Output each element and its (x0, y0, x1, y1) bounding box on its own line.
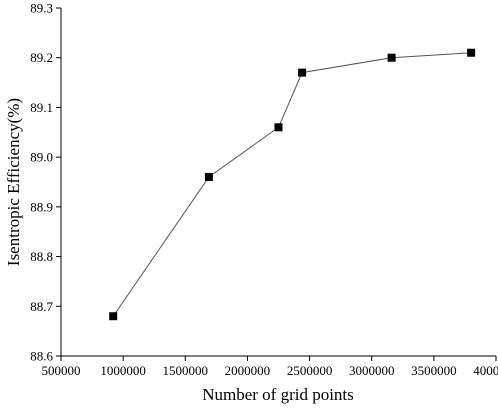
x-tick-label: 2500000 (287, 363, 333, 378)
x-tick-label: 4000000 (473, 363, 498, 378)
x-tick-label: 1500000 (163, 363, 209, 378)
y-axis-title: Isentropic Efficiency(%) (4, 98, 23, 266)
x-ticks: 500000 1000000 1500000 2000000 2500000 300000… (42, 356, 498, 378)
series-lines (112, 52, 472, 317)
x-tick-label: 1000000 (100, 363, 146, 378)
x-axis-title: Number of grid points (202, 385, 354, 404)
y-tick-label: 88.6 (30, 349, 53, 364)
data-point (467, 48, 476, 57)
y-tick-label: 88.7 (30, 299, 53, 314)
y-tick-label: 89.2 (30, 50, 53, 65)
y-tick-label: 88.9 (30, 199, 53, 214)
data-point (298, 68, 307, 77)
data-point (274, 123, 283, 132)
y-tick-label: 89.1 (30, 100, 53, 115)
data-point (204, 173, 213, 182)
x-tick-label: 500000 (42, 363, 81, 378)
x-tick-label: 3500000 (411, 363, 457, 378)
y-tick-label: 88.8 (30, 249, 53, 264)
plot-axes (60, 8, 496, 357)
series-line (112, 52, 472, 317)
x-tick-label: 3000000 (349, 363, 395, 378)
data-point (387, 53, 396, 62)
y-tick-label: 89.3 (30, 1, 53, 16)
y-ticks: 88.6 88.7 88.8 88.9 89.0 89.1 89.2 89.3 (30, 1, 61, 364)
y-tick-label: 89.0 (30, 150, 53, 165)
series-points (109, 48, 476, 321)
data-point (109, 312, 118, 321)
x-tick-label: 2000000 (225, 363, 271, 378)
